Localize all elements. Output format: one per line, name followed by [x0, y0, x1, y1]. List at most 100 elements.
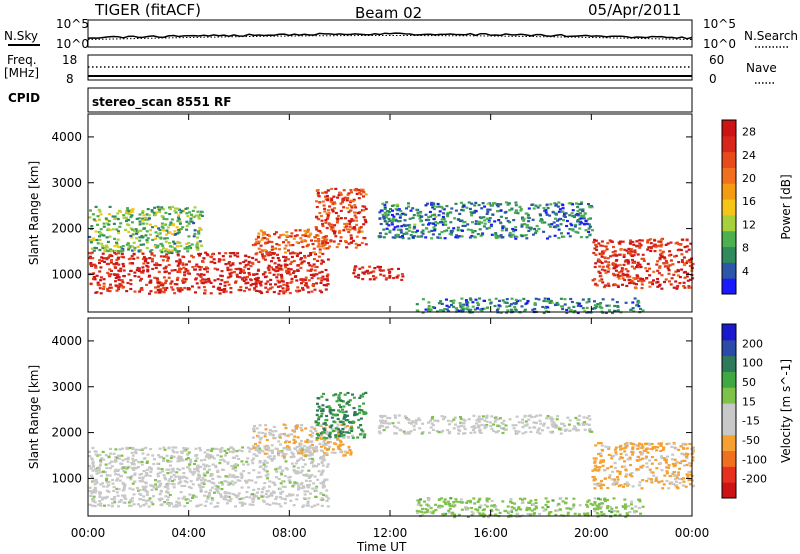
scatter-cell	[338, 430, 342, 434]
scatter-cell	[269, 457, 273, 460]
scatter-cell	[158, 264, 162, 267]
scatter-cell	[187, 222, 191, 225]
scatter-cell	[315, 413, 319, 417]
scatter-cell	[346, 196, 350, 200]
scatter-cell	[488, 298, 492, 301]
scatter-cell	[490, 499, 494, 502]
scatter-cell	[337, 409, 341, 412]
scatter-cell	[260, 495, 264, 498]
scatter-cell	[490, 504, 494, 507]
scatter-cell	[686, 279, 690, 282]
scatter-cell	[178, 475, 182, 478]
scatter-cell	[170, 454, 174, 458]
scatter-cell	[339, 209, 343, 212]
scatter-cell	[493, 304, 497, 308]
scatter-cell	[248, 273, 252, 276]
scatter-cell	[360, 190, 363, 193]
scatter-cell	[290, 280, 294, 283]
scatter-cell	[295, 427, 298, 430]
scatter-cell	[263, 435, 267, 438]
scatter-cell	[187, 485, 191, 489]
scatter-cell	[383, 203, 387, 206]
scatter-cell	[574, 213, 578, 217]
scatter-cell	[273, 483, 277, 486]
scatter-cell	[91, 504, 95, 507]
scatter-cell	[600, 278, 604, 281]
scatter-cell	[523, 308, 527, 311]
scatter-cell	[324, 268, 328, 272]
scatter-cell	[174, 211, 178, 214]
scatter-cell	[495, 203, 499, 206]
scatter-cell	[317, 195, 321, 198]
scatter-cell	[123, 496, 127, 499]
scatter-cell	[248, 450, 252, 453]
scatter-cell	[633, 251, 637, 254]
scatter-cell	[345, 402, 349, 405]
scatter-cell	[653, 250, 657, 253]
scatter-cell	[668, 264, 672, 267]
scatter-cell	[538, 419, 542, 422]
scatter-cell	[640, 443, 644, 446]
scatter-cell	[354, 189, 358, 192]
scatter-cell	[406, 432, 410, 435]
scatter-cell	[683, 270, 687, 274]
scatter-cell	[325, 284, 328, 287]
scatter-cell	[255, 495, 259, 498]
scatter-cell	[121, 286, 125, 289]
scatter-cell	[132, 257, 136, 260]
scatter-cell	[98, 238, 102, 241]
scatter-cell	[623, 465, 627, 468]
scatter-cell	[559, 514, 563, 517]
scatter-cell	[434, 224, 437, 227]
scatter-cell	[384, 426, 388, 429]
scatter-cell	[163, 237, 167, 240]
scatter-cell	[253, 288, 257, 291]
scatter-cell	[684, 485, 688, 488]
scatter-cell	[581, 298, 585, 301]
scatter-cell	[496, 509, 500, 512]
scatter-cell	[560, 305, 563, 308]
scatter-cell	[638, 246, 642, 249]
scatter-cell	[663, 256, 666, 259]
scatter-cell	[172, 473, 176, 477]
scatter-cell	[516, 512, 520, 516]
scatter-cell	[424, 236, 428, 239]
scatter-cell	[579, 217, 583, 220]
scatter-cell	[488, 202, 492, 205]
scatter-cell	[450, 232, 453, 235]
scatter-cell	[427, 499, 431, 502]
scatter-cell	[148, 217, 151, 220]
scatter-cell	[290, 277, 294, 280]
scatter-cell	[362, 402, 365, 405]
scatter-cell	[482, 216, 486, 219]
scatter-cell	[162, 276, 166, 279]
scatter-cell	[172, 505, 176, 508]
scatter-cell	[572, 497, 576, 500]
scatter-cell	[113, 496, 116, 499]
scatter-cell	[336, 417, 340, 421]
scatter-cell	[634, 510, 638, 513]
scatter-cell	[683, 246, 687, 249]
scatter-cell	[648, 285, 652, 288]
scatter-cell	[424, 227, 428, 230]
scatter-cell	[399, 210, 403, 213]
scatter-cell	[255, 289, 258, 292]
scatter-cell	[98, 287, 102, 290]
scatter-cell	[536, 429, 540, 432]
scatter-cell	[271, 252, 275, 255]
scatter-cell	[410, 422, 414, 425]
scatter-cell	[101, 450, 105, 453]
scatter-cell	[612, 263, 616, 266]
scatter-cell	[689, 483, 692, 486]
scatter-cell	[331, 229, 335, 232]
scatter-cell	[508, 209, 512, 212]
scatter-cell	[287, 258, 291, 261]
scatter-cell	[324, 288, 328, 291]
scatter-cell	[105, 479, 108, 482]
scatter-cell	[252, 430, 256, 433]
scatter-cell	[431, 424, 435, 427]
scatter-cell	[437, 504, 441, 507]
scatter-cell	[306, 474, 310, 477]
scatter-cell	[574, 230, 578, 234]
scatter-cell	[548, 511, 551, 514]
